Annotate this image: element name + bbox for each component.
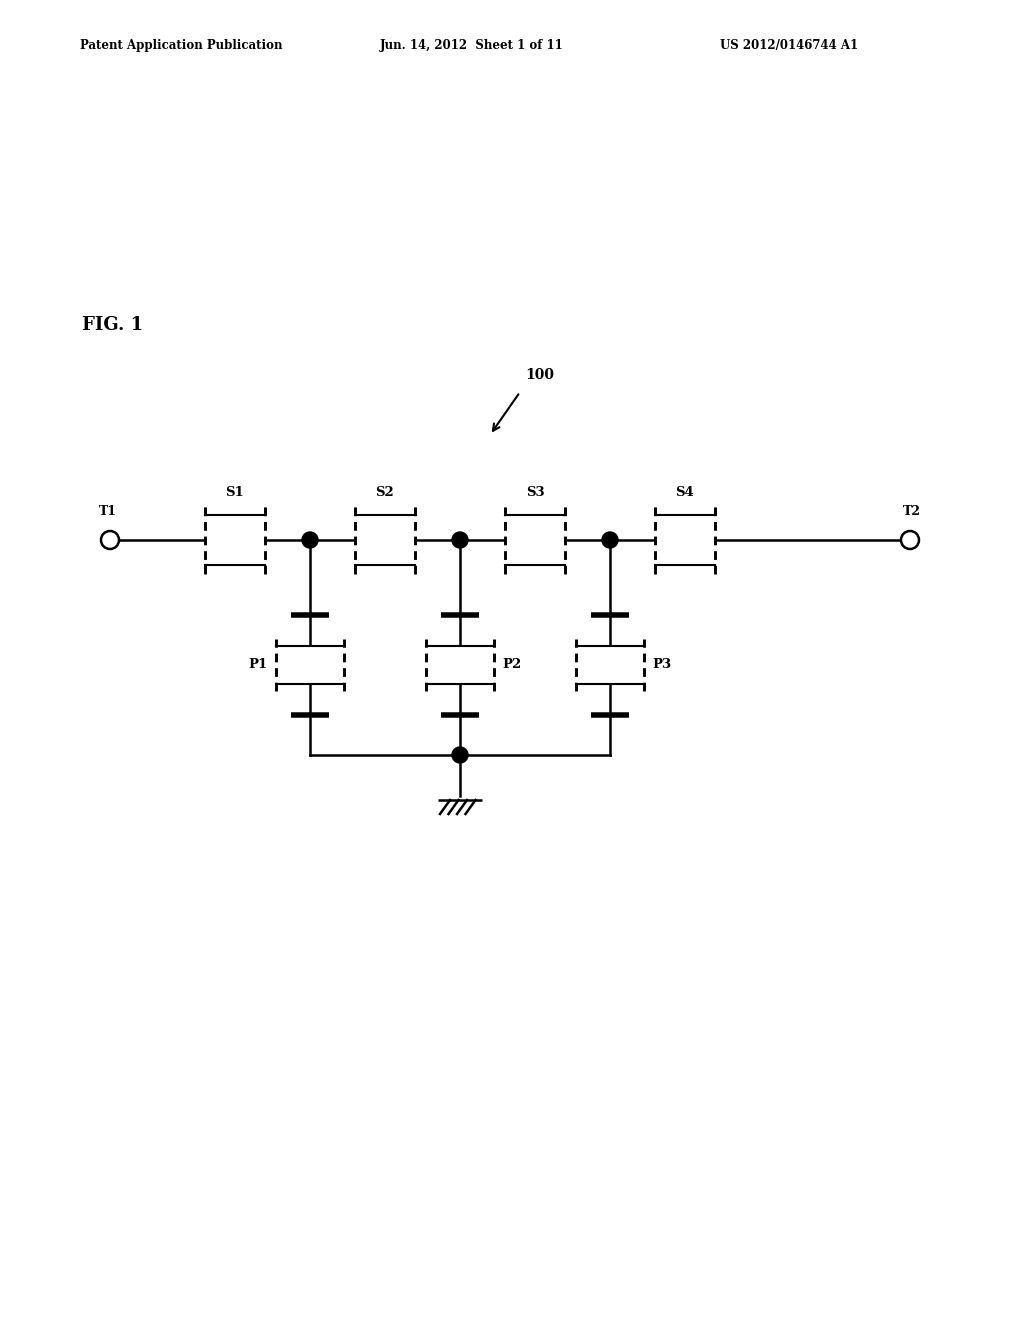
Bar [575, 645, 644, 684]
Bar [655, 515, 715, 565]
Text: T2: T2 [903, 506, 921, 517]
Text: S3: S3 [525, 486, 545, 499]
Text: US 2012/0146744 A1: US 2012/0146744 A1 [720, 38, 858, 51]
Bar [355, 515, 415, 565]
Circle shape [302, 532, 318, 548]
Bar [505, 515, 565, 565]
Bar [205, 515, 265, 565]
Text: Jun. 14, 2012  Sheet 1 of 11: Jun. 14, 2012 Sheet 1 of 11 [380, 38, 564, 51]
Text: Patent Application Publication: Patent Application Publication [80, 38, 283, 51]
Text: P2: P2 [502, 659, 521, 672]
Text: FIG. 1: FIG. 1 [82, 315, 143, 334]
Text: 100: 100 [525, 368, 554, 381]
Bar [276, 645, 344, 684]
Text: T1: T1 [99, 506, 117, 517]
Text: P3: P3 [652, 659, 671, 672]
Circle shape [452, 532, 468, 548]
Text: S2: S2 [376, 486, 394, 499]
Text: S1: S1 [225, 486, 245, 499]
Bar [426, 645, 494, 684]
Circle shape [452, 747, 468, 763]
Circle shape [602, 532, 618, 548]
Text: P1: P1 [249, 659, 268, 672]
Text: S4: S4 [676, 486, 694, 499]
